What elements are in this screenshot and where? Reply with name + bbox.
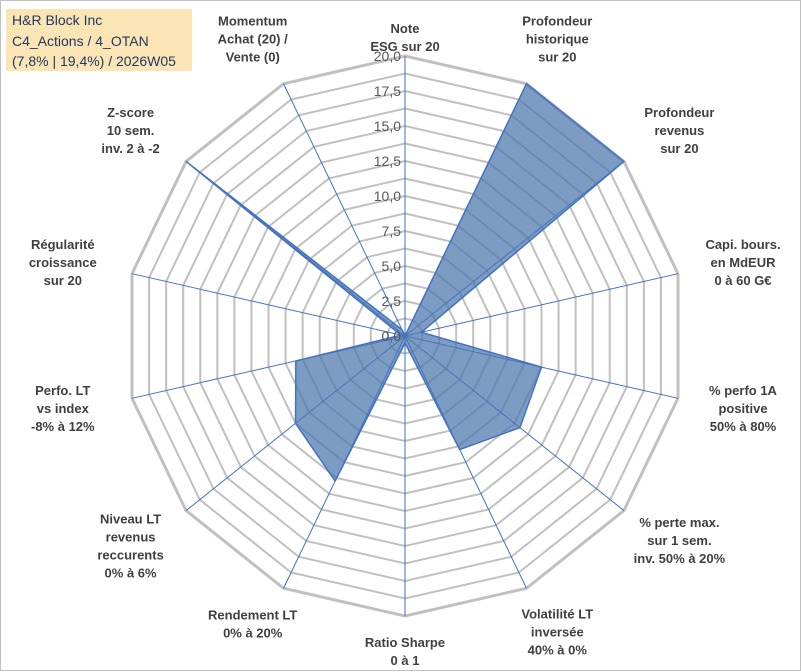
axis-label: Momentum Achat (20) / Vente (0): [218, 14, 288, 65]
tick-label: 17,5: [374, 83, 401, 99]
portfolio-path: C4_Actions / 4_OTAN: [12, 32, 149, 49]
axis-spoke: [283, 83, 406, 337]
tick-label: 10,0: [374, 188, 401, 204]
axis-label: % perte max. sur 1 sem. inv. 50% à 20%: [634, 515, 726, 566]
tick-label: 7,5: [382, 223, 402, 239]
axis-label: Profondeur historique sur 20: [522, 14, 592, 65]
axis-label: Capi. bours. en MdEUR 0 à 60 G€: [705, 237, 780, 288]
axis-label: Ratio Sharpe 0 à 1: [365, 635, 445, 668]
axis-label: % perfo 1A positive 50% à 80%: [709, 383, 778, 434]
performance-week: (7,8% | 19,4%) / 2026W05: [12, 53, 176, 69]
series-area: [185, 82, 625, 482]
company-name: H&R Block Inc: [12, 12, 103, 28]
tick-label: 2,5: [382, 293, 402, 309]
tick-label: 20,0: [374, 48, 401, 64]
axis-spoke: [131, 273, 406, 337]
radial-tick-labels: 0,0 2,5 5,0 7,5 10,0 12,5 15,0 17,5 20,0: [374, 48, 401, 344]
axis-label: Régularité croissance sur 20: [29, 237, 97, 288]
axis-label: Z-score 10 sem. inv. 2 à -2: [101, 105, 159, 156]
axis-labels: Note ESG sur 20 Profondeur historique sur 20…: [29, 14, 781, 668]
axis-label: Volatilité LT inversée 40% à 0%: [521, 606, 593, 657]
tick-label: 5,0: [382, 258, 402, 274]
axis-label: Rendement LT 0% à 20%: [208, 607, 297, 640]
axis-spoke: [404, 273, 679, 337]
tick-label: 15,0: [374, 118, 401, 134]
axis-label: Niveau LT revenus reccurents 0% à 6%: [97, 512, 163, 581]
radar-series: [185, 82, 625, 482]
tick-label: 12,5: [374, 153, 401, 169]
axis-label: Perfo. LT vs index -8% à 12%: [31, 383, 95, 434]
tick-label: 0,0: [382, 328, 402, 344]
axis-label: Note ESG sur 20: [370, 21, 439, 54]
chart-header: H&R Block Inc C4_Actions / 4_OTAN (7,8% …: [6, 9, 192, 71]
axis-label: Profondeur revenus sur 20: [644, 105, 714, 156]
